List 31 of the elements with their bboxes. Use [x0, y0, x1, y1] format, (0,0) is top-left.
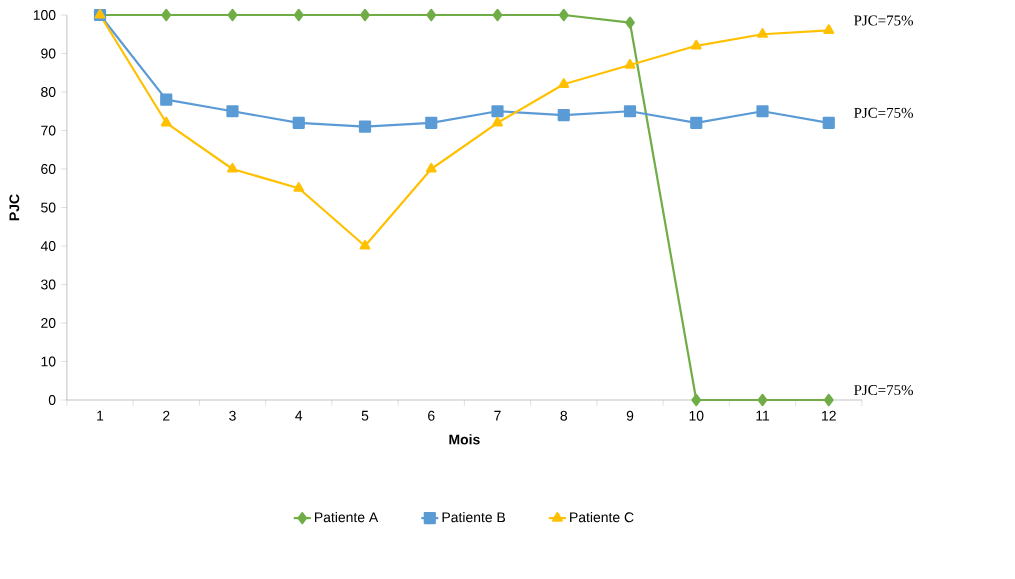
y-tick-label: 90	[41, 48, 56, 59]
y-tick-label: 20	[41, 318, 56, 328]
y-tick-label: 0	[48, 395, 56, 405]
x-tick-label: 7	[494, 410, 501, 421]
x-tick-label: 10	[689, 410, 704, 421]
y-tick-label: 100	[33, 10, 56, 20]
y-axis-title: PJC	[9, 194, 20, 221]
y-tick-label: 60	[41, 164, 56, 174]
x-tick-label: 5	[361, 410, 369, 421]
x-tick-label: 12	[822, 410, 836, 421]
legend-label: Patiente A	[315, 511, 379, 523]
x-tick-label: 3	[229, 410, 236, 421]
legend-label: Patiente C	[570, 511, 634, 523]
x-tick-label: 8	[560, 410, 568, 421]
x-tick-label: 2	[163, 410, 170, 421]
x-tick-label: 6	[428, 410, 435, 421]
x-axis-title: Mois	[449, 434, 480, 445]
y-tick-label: 50	[41, 202, 56, 213]
x-tick-label: 11	[756, 410, 770, 421]
x-tick-label: 1	[97, 410, 104, 421]
annotation: PJC=75%	[854, 107, 914, 118]
y-tick-label: 30	[41, 279, 56, 290]
y-tick-label: 40	[40, 241, 56, 251]
y-tick-label: 80	[41, 87, 56, 97]
annotation: PJC=75%	[854, 15, 914, 26]
annotation: PJC=75%	[854, 385, 914, 396]
legend-label: Patiente B	[442, 511, 506, 523]
y-tick-label: 70	[41, 125, 56, 136]
x-tick-label: 4	[295, 410, 303, 421]
y-tick-label: 10	[41, 356, 56, 367]
x-tick-label: 9	[626, 410, 634, 421]
